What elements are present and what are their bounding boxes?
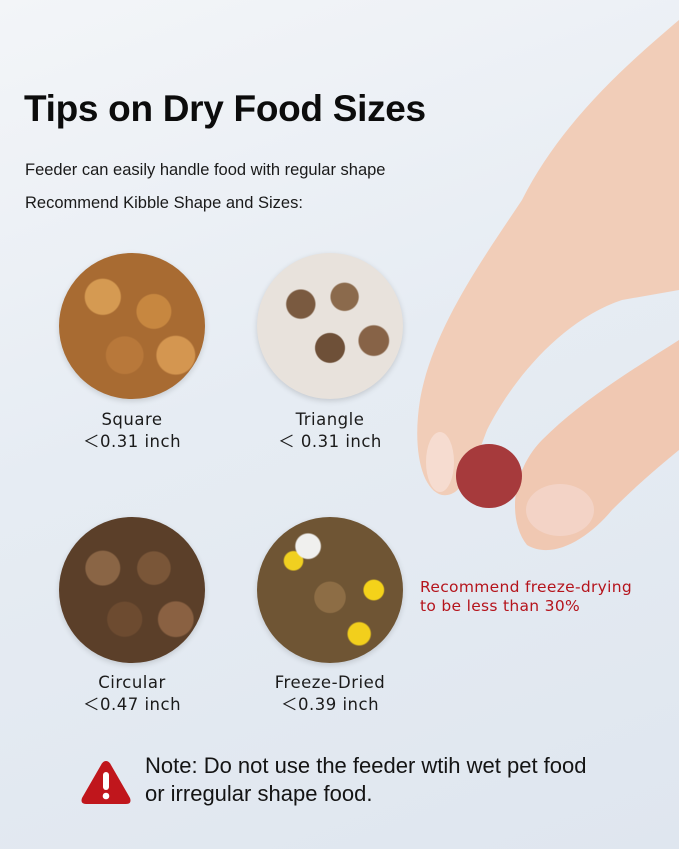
square-kibble-image <box>59 253 205 399</box>
warning-triangle-icon <box>81 761 131 804</box>
recommend-line-2: to be less than 30% <box>420 597 581 615</box>
kibble-name: Freeze-Dried <box>274 673 386 692</box>
recommend-line-1: Recommend freeze-drying <box>420 578 633 596</box>
note-line-2: or irregular shape food. <box>145 781 373 806</box>
freeze-dried-label: Freeze-Dried ＜0.39 inch <box>230 672 430 716</box>
circular-kibble-label: Circular ＜0.47 inch <box>32 672 232 716</box>
wet-food-note: Note: Do not use the feeder wtih wet pet… <box>145 752 587 808</box>
kibble-name: Circular <box>98 673 166 692</box>
kibble-size: ＜0.31 inch <box>82 432 182 451</box>
kibble-name: Square <box>101 410 163 429</box>
triangle-kibble-image <box>257 253 403 399</box>
page-title: Tips on Dry Food Sizes <box>24 88 426 129</box>
note-line-1: Note: Do not use the feeder wtih wet pet… <box>145 753 587 778</box>
kibble-name: Triangle <box>295 410 365 429</box>
subtitle-recommend-sizes: Recommend Kibble Shape and Sizes: <box>25 194 303 212</box>
square-kibble-label: Square ＜0.31 inch <box>32 409 232 453</box>
kibble-size: ＜0.39 inch <box>280 695 380 714</box>
freeze-drying-recommendation: Recommend freeze-drying to be less than … <box>420 578 632 616</box>
subtitle-regular-shape: Feeder can easily handle food with regul… <box>25 161 386 179</box>
hand-holding-kibble-image <box>417 20 679 551</box>
kibble-size: ＜ 0.31 inch <box>278 432 382 451</box>
circular-kibble-image <box>59 517 205 663</box>
triangle-kibble-label: Triangle ＜ 0.31 inch <box>230 409 430 453</box>
freeze-dried-image <box>257 517 403 663</box>
kibble-size: ＜0.47 inch <box>82 695 182 714</box>
